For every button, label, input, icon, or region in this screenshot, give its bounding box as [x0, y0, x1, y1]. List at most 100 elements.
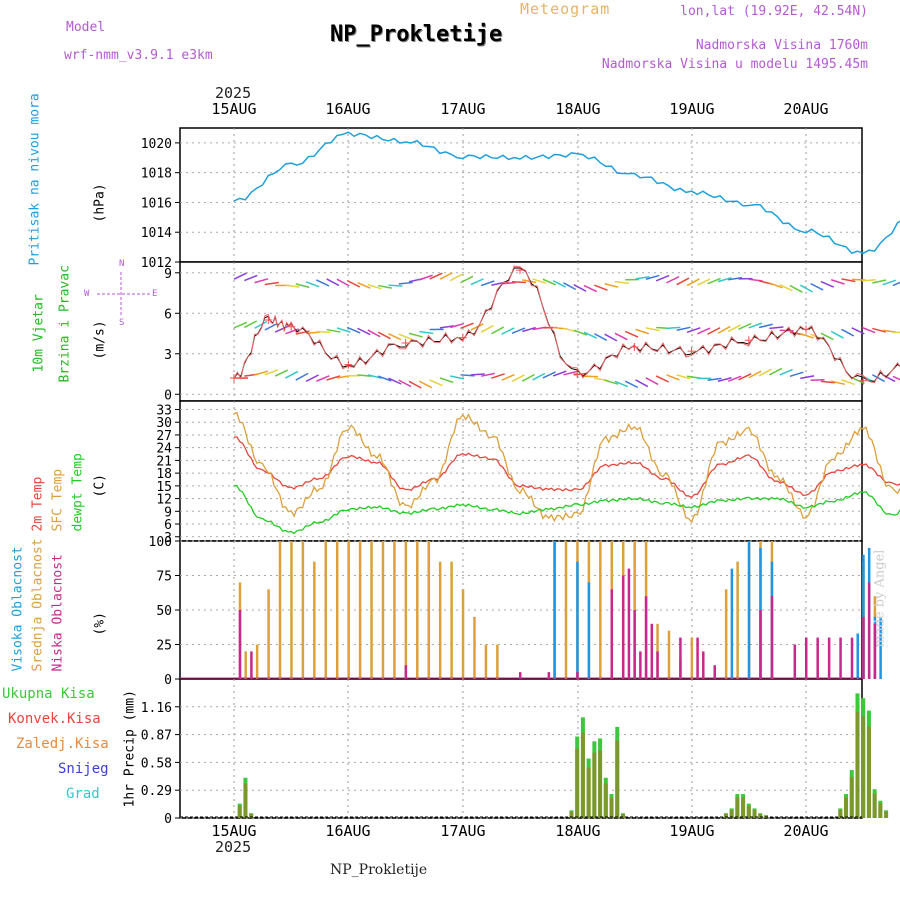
wind-arrow: [841, 328, 855, 337]
wind-arrow: [357, 327, 371, 336]
y-tick-label: 6: [164, 518, 172, 533]
wind-gust-marker: [264, 316, 273, 325]
wind-arrow: [594, 284, 608, 291]
precip-conv-bar: [237, 805, 242, 818]
y-tick-label: 0: [164, 812, 172, 827]
wind-arrow: [274, 369, 289, 377]
cloud-bar: [347, 541, 350, 679]
y-tick-label: 9: [164, 505, 172, 520]
wind-arrow: [480, 372, 495, 377]
precip-conv-bar: [586, 767, 591, 818]
wind-arrow: [717, 276, 732, 283]
cloud-bar: [313, 561, 316, 679]
cloud-bar: [301, 541, 305, 679]
pressure-ylabel: (hPa): [92, 183, 108, 223]
precip-conv-bar: [844, 797, 849, 818]
y-tick-label: 1014: [141, 226, 172, 241]
wind-arrow: [583, 331, 598, 339]
wind-gust-marker: [458, 333, 467, 342]
wind-arrow: [532, 278, 547, 284]
wind-arrow: [789, 284, 803, 293]
wind-arrow: [285, 370, 299, 379]
wind-arrow: [522, 326, 536, 333]
wind-arrow: [316, 279, 330, 287]
cloud-bar: [747, 541, 751, 679]
wind-arrow: [480, 280, 495, 287]
y-tick-label: 0: [164, 388, 172, 403]
precip-conv-bar: [609, 797, 614, 818]
cloud-bar: [805, 637, 808, 679]
cloud-bar: [404, 541, 408, 679]
wind-arrow: [707, 277, 721, 285]
wind-arrow: [419, 274, 433, 281]
y-tick-label: 0.29: [141, 784, 172, 799]
temp-side-label-3: dewpt Temp: [70, 453, 86, 532]
wind-arrow: [769, 282, 783, 289]
cloud-bar: [879, 616, 882, 679]
legend-freezing-rain: Zaledj.Kisa: [16, 736, 109, 752]
wind-arrow: [244, 274, 258, 282]
cloud-bar: [856, 633, 859, 679]
wind-arrow: [769, 326, 784, 330]
wind-side-label-2: Brzina i Pravac: [57, 265, 73, 383]
x-tick-label-top: 16AUG: [325, 100, 370, 118]
wind-arrow: [357, 282, 371, 289]
temp-line-2: [233, 485, 900, 535]
y-tick-label: 30: [156, 416, 172, 431]
y-tick-label: 15: [156, 480, 172, 495]
cloud-bar: [713, 665, 716, 679]
panel-frame: [179, 678, 863, 819]
wind-arrow: [624, 380, 639, 389]
wind-arrow: [542, 278, 557, 286]
temp-side-label-1: 2m Temp: [30, 476, 46, 532]
wind-arrow: [882, 279, 897, 286]
wind-arrow: [470, 278, 484, 286]
cloud-bar: [862, 616, 865, 679]
wind-arrow: [614, 280, 629, 285]
wind-arrow: [408, 332, 423, 338]
wind-arrow: [686, 327, 701, 333]
wind-arrow: [377, 375, 392, 382]
temp-line-0: [233, 436, 900, 499]
cloud-bar: [816, 637, 819, 679]
wind-arrow: [666, 374, 680, 381]
wind-arrow: [429, 379, 443, 387]
cloud-bar: [679, 637, 682, 679]
temp-line-1: [233, 411, 900, 524]
precip-conv-bar: [861, 716, 866, 818]
cloud-bar: [553, 541, 556, 679]
cloud-bar: [393, 541, 396, 679]
panel-frame: [179, 400, 863, 542]
wind-arrow: [439, 272, 453, 280]
precip-conv-bar: [729, 809, 734, 818]
wind-arrow: [233, 321, 248, 329]
cloud-bar: [244, 651, 247, 679]
y-tick-label: 25: [156, 639, 172, 654]
cloud-bar: [358, 541, 362, 679]
x-tick-label-bottom: 19AUG: [669, 822, 714, 840]
compass-cross: [97, 272, 151, 316]
cloud-bar: [644, 596, 648, 679]
wind-arrow: [346, 326, 361, 334]
wind-arrow: [346, 279, 361, 288]
wind-arrow: [460, 322, 474, 329]
footer-station: NP_Prokletije: [330, 862, 428, 878]
wind-arrow: [254, 320, 268, 329]
wind-arrow: [810, 378, 825, 382]
panel-frame: [179, 127, 863, 263]
wind-arrow: [635, 328, 650, 335]
cloud-side-label-3: Niska Oblacnost: [50, 554, 66, 672]
wind-arrow: [336, 278, 350, 287]
wind-arrow: [377, 331, 391, 340]
wind-arrow: [676, 374, 691, 380]
wind-gust-marker: [744, 336, 753, 345]
wind-arrow: [378, 284, 393, 289]
wind-arrow: [872, 327, 887, 333]
cloud-bar: [839, 637, 842, 679]
wind-gust-marker: [859, 376, 868, 385]
cloud-bar: [667, 630, 671, 679]
wind-gust-marker: [401, 338, 410, 347]
wind-arrow: [748, 370, 762, 379]
wind-ylabel: (m/s): [92, 320, 108, 360]
